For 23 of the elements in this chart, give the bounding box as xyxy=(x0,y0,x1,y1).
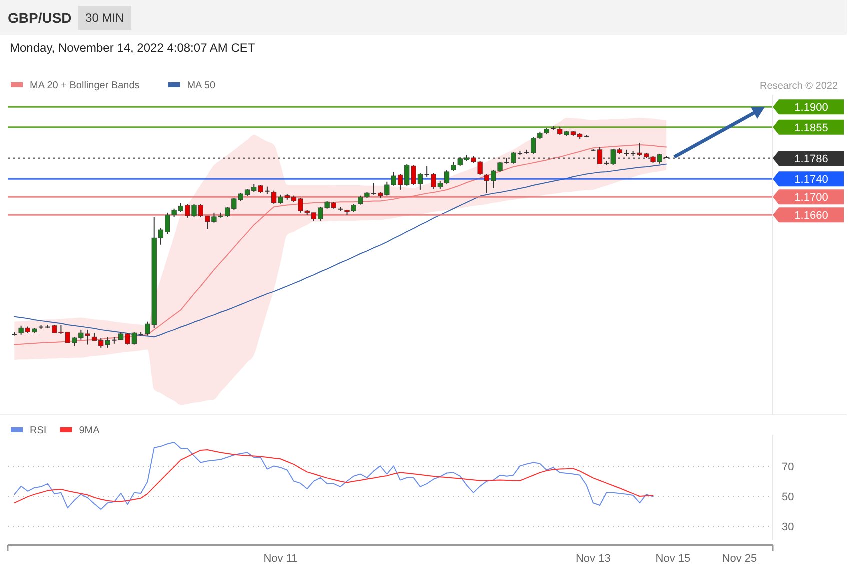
chart-title: GBP/USD xyxy=(8,10,72,26)
y-tick-label: 1.1660 xyxy=(794,210,828,222)
y-tick-label: 1.1900 xyxy=(794,102,828,114)
legend-label: MA 50 xyxy=(187,80,216,92)
y-tick-label: 1.1855 xyxy=(794,122,828,134)
legend-label: 9MA xyxy=(79,426,100,436)
legend-label: MA 20 + Bollinger Bands xyxy=(30,80,140,92)
y-tick-label: 1.1700 xyxy=(794,192,828,204)
line-series xyxy=(14,442,654,510)
x-tick-label: Nov 13 xyxy=(576,553,611,565)
line-series xyxy=(14,450,654,504)
x-tick-label: Nov 15 xyxy=(656,553,691,565)
x-tick-label: Nov 25 xyxy=(722,553,758,565)
chart-subtitle: 30 MIN xyxy=(86,11,124,25)
y-tick-label: 70 xyxy=(782,462,794,474)
y-tick-label: 30 xyxy=(782,522,794,534)
y-tick-label: 1.1786 xyxy=(794,153,828,166)
x-tick-label: Nov 11 xyxy=(264,553,298,565)
y-tick-label: 50 xyxy=(782,492,794,504)
y-tick-label: 1.1740 xyxy=(794,174,828,186)
legend-label: RSI xyxy=(30,426,47,436)
text: Monday, November 14, 2022 4:08:07 AM CET xyxy=(10,41,256,55)
text: Research © 2022 xyxy=(760,81,838,92)
